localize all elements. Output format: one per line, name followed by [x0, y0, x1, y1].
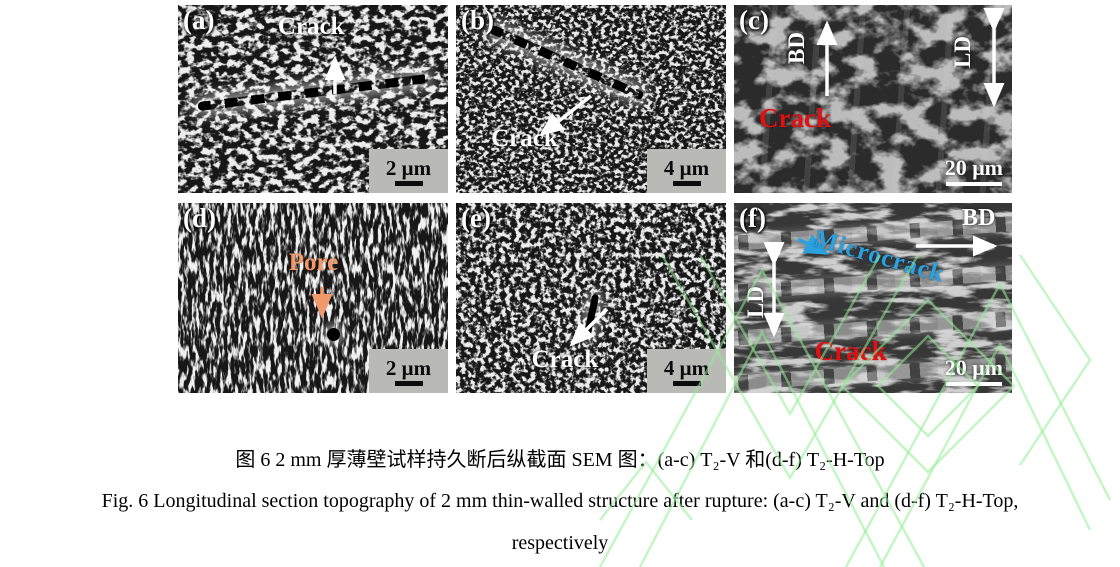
panel-label: (f)	[739, 203, 766, 233]
bd-direction-label: BD	[784, 32, 810, 65]
caption-english-line2: respectively	[511, 532, 609, 554]
panel-label: (e)	[461, 203, 491, 233]
sem-panel-d: (d) Pore 2 μm	[178, 203, 448, 393]
scale-bar-line	[945, 382, 1002, 386]
panel-label: (c)	[739, 5, 769, 35]
scale-bar-line	[394, 380, 423, 386]
sem-panel-f: (f) BD LD Microcrack Crack 20 μm	[734, 203, 1012, 393]
sem-panel-e: (e) Crack 4 μm	[456, 203, 726, 393]
ld-double-arrow-icon	[983, 8, 1005, 108]
sem-panel-b: (b) Crack 4 μm	[456, 5, 726, 193]
pore-arrow-icon	[311, 286, 333, 319]
scale-label: 2 μm	[385, 355, 432, 380]
crack-annotation: Crack	[277, 12, 345, 40]
ld-direction-label: LD	[949, 35, 975, 68]
scale-bar: 20 μm	[945, 157, 1003, 186]
scale-bar: 2 μm	[369, 349, 448, 393]
ld-double-arrow-icon	[763, 242, 785, 338]
bd-arrow-icon	[816, 20, 838, 97]
scale-bar: 4 μm	[647, 149, 726, 193]
microcrack-arrow-icon	[797, 234, 830, 255]
caption-english: Fig. 6 Longitudinal section topography o…	[101, 490, 1019, 512]
bd-direction-label: BD	[961, 204, 996, 231]
bd-arrow-icon	[915, 235, 998, 257]
panel-label: (d)	[183, 203, 216, 233]
scale-bar: 20 μm	[945, 357, 1003, 386]
scale-label: 2 μm	[385, 155, 432, 180]
scale-label: 4 μm	[663, 155, 710, 180]
scale-bar-line	[672, 180, 701, 186]
scale-bar-line	[672, 380, 701, 386]
sem-panel-c: (c) BD LD Crack 20 μm	[734, 5, 1012, 193]
crack-arrow-icon	[539, 94, 592, 136]
crack-annotation: Crack	[531, 345, 599, 373]
scale-label: 20 μm	[944, 355, 1003, 380]
ld-direction-label: LD	[742, 285, 768, 318]
pore-annotation: Pore	[288, 248, 339, 276]
sem-figure-grid: (a) Crack 2 μm (b) Crack 4 μm (c) BD LD …	[178, 5, 1012, 393]
scale-bar-line	[945, 182, 1002, 186]
scale-bar: 2 μm	[369, 149, 448, 193]
pore-feature	[326, 328, 340, 342]
sem-panel-a: (a) Crack 2 μm	[178, 5, 448, 193]
scale-label: 20 μm	[944, 155, 1003, 180]
scale-bar: 4 μm	[647, 349, 726, 393]
sem-texture	[734, 5, 1012, 193]
panel-label: (b)	[461, 5, 494, 35]
caption-chinese: 图 6 2 mm 厚薄壁试样持久断后纵截面 SEM 图：(a-c) T₂-V 和…	[235, 449, 885, 471]
crack-arrow-icon	[569, 307, 609, 347]
scale-bar-line	[394, 180, 423, 186]
crack-annotation: Crack	[759, 102, 831, 133]
scale-label: 4 μm	[663, 355, 710, 380]
panel-label: (a)	[183, 5, 215, 35]
texture-streaks	[734, 5, 1012, 193]
crack-arrow-icon	[324, 55, 346, 95]
crack-annotation: Crack	[814, 336, 887, 366]
